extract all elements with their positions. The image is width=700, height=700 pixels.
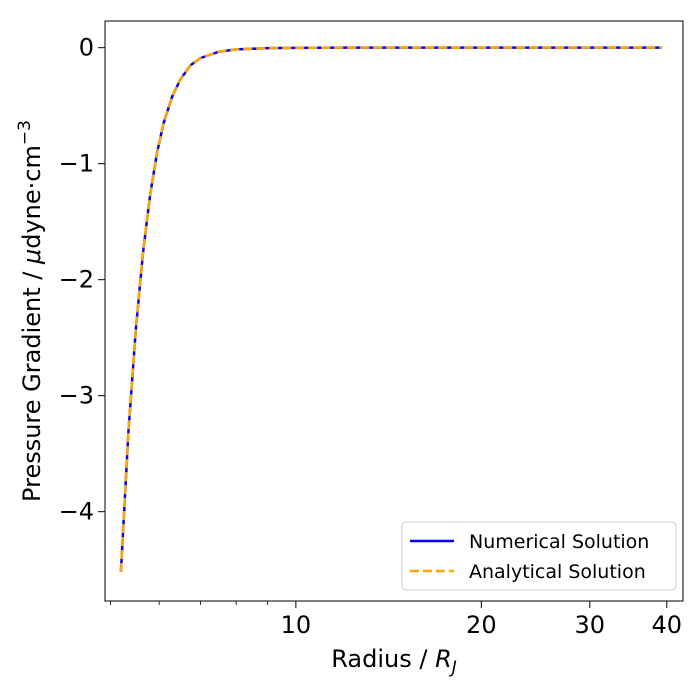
y-axis-label-prefix: Pressure Gradient / xyxy=(18,264,46,502)
legend-box xyxy=(401,521,677,591)
x-tick-label-0: 10 xyxy=(281,611,312,639)
x-tick-label-3: 40 xyxy=(652,611,683,639)
y-tick-label-4: −4 xyxy=(59,498,94,526)
plot-frame xyxy=(104,20,684,602)
legend: Numerical Solution Analytical Solution xyxy=(401,521,677,591)
y-tick-label-3: −3 xyxy=(59,382,94,410)
legend-label-analytical: Analytical Solution xyxy=(469,561,646,583)
x-tick-label-2: 30 xyxy=(575,611,606,639)
x-axis-label: Radius / RJ xyxy=(331,645,457,678)
legend-label-numerical: Numerical Solution xyxy=(469,531,649,553)
x-axis-label-prefix: Radius / xyxy=(331,645,435,673)
x-axis-ticks: 10 20 30 40 xyxy=(110,601,682,639)
y-tick-label-2: −2 xyxy=(59,266,94,294)
y-axis-label-superscript: −3 xyxy=(15,120,35,145)
y-tick-label-0: 0 xyxy=(79,34,94,62)
y-axis-label-unit: dyne·cm xyxy=(18,145,46,249)
y-tick-label-1: −1 xyxy=(59,150,94,178)
y-axis-ticks: 0 −1 −2 −3 −4 xyxy=(59,34,105,526)
x-tick-label-1: 20 xyxy=(466,611,497,639)
curves-layer xyxy=(119,46,663,573)
x-axis-label-symbol: R xyxy=(435,645,452,673)
y-axis-label-mu: μ xyxy=(18,249,46,265)
x-axis-label-subscript: J xyxy=(449,658,457,678)
y-axis-label: Pressure Gradient / μdyne·cm−3 xyxy=(15,120,46,502)
series-line-1 xyxy=(119,46,663,573)
